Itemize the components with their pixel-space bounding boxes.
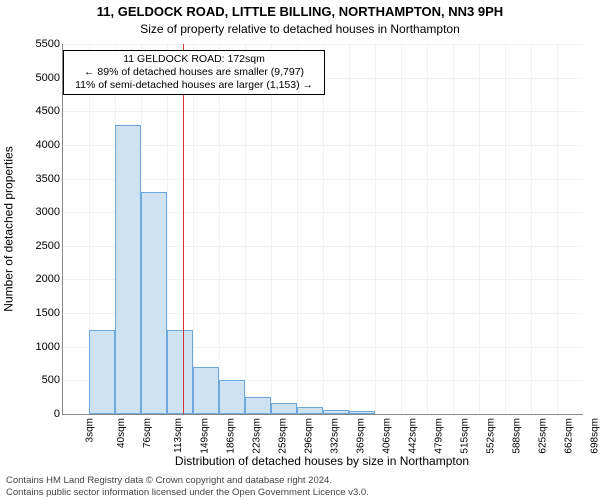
gridline-v <box>297 44 298 414</box>
histogram-bar <box>219 380 245 414</box>
y-tick-label: 4500 <box>24 105 60 117</box>
annotation-line-2: ← 89% of detached houses are smaller (9,… <box>69 66 319 79</box>
histogram-bar <box>89 330 115 414</box>
footer-line-2: Contains public sector information licen… <box>6 487 594 498</box>
x-tick-label: 332sqm <box>329 418 340 454</box>
y-tick-label: 5000 <box>24 72 60 84</box>
histogram-bar <box>245 397 271 414</box>
y-tick-label: 2500 <box>24 240 60 252</box>
x-tick-label: 223sqm <box>252 418 263 454</box>
annotation-line-1: 11 GELDOCK ROAD: 172sqm <box>69 53 319 66</box>
x-axis-label: Distribution of detached houses by size … <box>62 454 582 468</box>
chart-container: 11, GELDOCK ROAD, LITTLE BILLING, NORTHA… <box>0 0 600 500</box>
x-tick-label: 259sqm <box>277 418 288 454</box>
y-tick-label: 4000 <box>24 139 60 151</box>
gridline-v <box>557 44 558 414</box>
y-tick-label: 0 <box>24 408 60 420</box>
y-tick-label: 500 <box>24 374 60 386</box>
histogram-bar <box>115 125 141 414</box>
gridline-v <box>271 44 272 414</box>
y-tick-label: 3000 <box>24 206 60 218</box>
histogram-bar <box>297 407 323 414</box>
chart-title-description: Size of property relative to detached ho… <box>0 22 600 36</box>
x-tick-label: 442sqm <box>407 418 418 454</box>
gridline-v <box>323 44 324 414</box>
histogram-bar <box>167 330 193 414</box>
x-tick-label: 76sqm <box>142 418 153 448</box>
histogram-bar <box>271 403 297 414</box>
plot-area: 11 GELDOCK ROAD: 172sqm ← 89% of detache… <box>62 44 583 415</box>
x-tick-label: 662sqm <box>564 418 575 454</box>
x-tick-label: 552sqm <box>486 418 497 454</box>
reference-annotation: 11 GELDOCK ROAD: 172sqm ← 89% of detache… <box>63 50 325 95</box>
x-tick-label: 515sqm <box>459 418 470 454</box>
x-tick-label: 625sqm <box>537 418 548 454</box>
x-tick-label: 40sqm <box>116 418 127 448</box>
x-tick-label: 406sqm <box>382 418 393 454</box>
gridline-v <box>219 44 220 414</box>
x-tick-label: 186sqm <box>226 418 237 454</box>
x-tick-label: 369sqm <box>356 418 367 454</box>
gridline-v <box>401 44 402 414</box>
y-tick-label: 3500 <box>24 173 60 185</box>
x-tick-label: 588sqm <box>511 418 522 454</box>
y-tick-label: 2000 <box>24 273 60 285</box>
gridline-v <box>531 44 532 414</box>
y-tick-label: 1000 <box>24 341 60 353</box>
gridline-v <box>349 44 350 414</box>
gridline-v <box>245 44 246 414</box>
chart-title-address: 11, GELDOCK ROAD, LITTLE BILLING, NORTHA… <box>0 4 600 19</box>
footer-line-1: Contains HM Land Registry data © Crown c… <box>6 475 594 486</box>
histogram-bar <box>323 410 349 414</box>
x-tick-label: 296sqm <box>304 418 315 454</box>
gridline-v <box>427 44 428 414</box>
histogram-bar <box>141 192 167 414</box>
gridline-v <box>453 44 454 414</box>
x-tick-label: 113sqm <box>173 418 184 453</box>
x-tick-label: 149sqm <box>199 418 210 454</box>
footer-attribution: Contains HM Land Registry data © Crown c… <box>6 475 594 498</box>
gridline-v <box>193 44 194 414</box>
annotation-line-3: 11% of semi-detached houses are larger (… <box>69 79 319 92</box>
x-tick-label: 698sqm <box>589 418 600 454</box>
x-tick-label: 479sqm <box>434 418 445 454</box>
y-axis-label: Number of detached properties <box>2 44 16 414</box>
y-tick-label: 1500 <box>24 307 60 319</box>
reference-line <box>183 44 184 414</box>
histogram-bar <box>349 411 375 414</box>
gridline-v <box>479 44 480 414</box>
gridline-v <box>505 44 506 414</box>
x-tick-label: 3sqm <box>84 418 95 442</box>
histogram-bar <box>193 367 219 414</box>
y-tick-label: 5500 <box>24 38 60 50</box>
gridline-v <box>375 44 376 414</box>
